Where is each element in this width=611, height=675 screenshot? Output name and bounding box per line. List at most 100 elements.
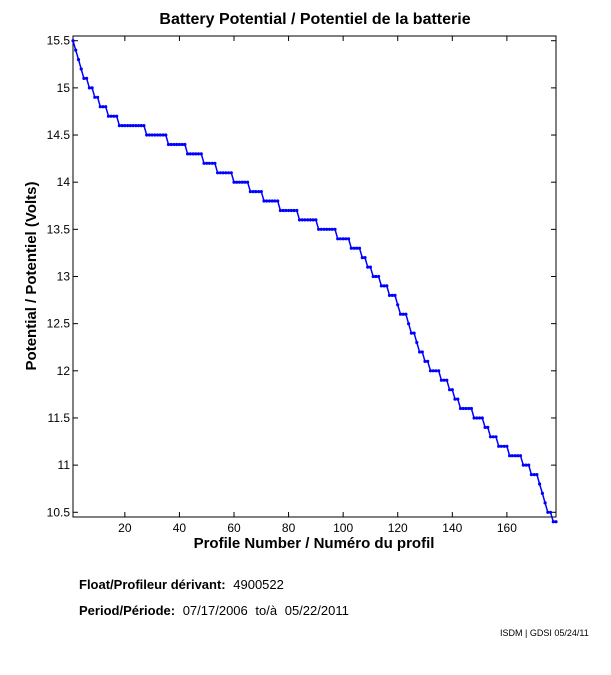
data-point <box>248 190 252 194</box>
data-point <box>202 161 206 165</box>
data-point <box>112 114 116 118</box>
data-point <box>98 105 102 109</box>
data-point <box>71 39 75 43</box>
y-tick-label: 14 <box>57 175 71 189</box>
data-point <box>166 142 171 147</box>
data-point <box>139 124 143 128</box>
data-point <box>554 520 558 524</box>
data-point <box>480 416 484 420</box>
data-point <box>224 171 228 175</box>
float-value: 4900522 <box>233 577 284 592</box>
data-point <box>548 510 553 514</box>
x-tick-label: 80 <box>282 521 296 535</box>
data-point <box>229 171 233 175</box>
data-point <box>147 133 151 137</box>
data-point <box>518 454 523 458</box>
data-point <box>278 208 282 213</box>
data-point <box>355 246 359 250</box>
data-point <box>330 227 334 231</box>
data-point <box>281 208 285 213</box>
y-tick-label: 11 <box>58 458 71 472</box>
data-point <box>156 133 160 137</box>
data-point <box>538 482 542 486</box>
data-point <box>467 406 471 411</box>
data-point <box>96 95 100 99</box>
y-tick-label: 10.5 <box>47 505 71 519</box>
data-point <box>327 227 332 231</box>
period-start: 07/17/2006 <box>182 603 248 618</box>
data-point <box>341 237 345 241</box>
data-point <box>273 199 277 203</box>
float-info: Float/Profileur dérivant: 4900522 <box>79 577 284 592</box>
data-point <box>478 416 482 420</box>
data-point <box>237 180 242 184</box>
data-point <box>508 454 512 458</box>
data-point <box>79 67 83 71</box>
data-point <box>194 152 198 156</box>
x-tick-label: 160 <box>497 521 517 535</box>
period-end: 05/22/2011 <box>284 603 349 618</box>
data-point <box>404 312 408 316</box>
data-point <box>524 463 528 467</box>
data-point <box>259 190 263 194</box>
float-label: Float/Profileur dérivant: <box>79 577 226 592</box>
data-point <box>363 256 367 260</box>
data-point <box>306 218 310 222</box>
data-point <box>205 161 209 165</box>
series-layer <box>71 39 558 524</box>
data-point <box>270 199 274 203</box>
data-point <box>172 142 176 147</box>
data-point <box>420 350 424 354</box>
data-point <box>521 463 525 467</box>
period-separator: to/à <box>255 603 278 618</box>
data-point <box>428 369 433 373</box>
data-point <box>385 284 389 288</box>
data-point <box>74 48 78 52</box>
data-point <box>336 237 340 241</box>
x-axis: 20 40 60 80 100 120 140 160 <box>118 36 517 535</box>
data-point <box>486 425 490 429</box>
data-point <box>180 142 184 147</box>
data-point <box>232 180 236 184</box>
data-point <box>488 435 493 439</box>
data-point <box>497 444 501 448</box>
data-point <box>101 105 105 109</box>
data-point <box>396 303 400 307</box>
data-point <box>297 218 302 222</box>
data-point <box>469 406 473 411</box>
data-point <box>423 359 427 363</box>
data-point <box>265 199 269 203</box>
y-axis-label: Potential / Potentiel (Volts) <box>23 182 40 371</box>
y-tick-label: 14.5 <box>47 128 71 142</box>
data-point <box>439 378 443 382</box>
data-point <box>131 124 135 128</box>
data-point <box>453 397 457 401</box>
data-point <box>126 124 130 128</box>
data-point <box>357 246 362 250</box>
data-point <box>128 124 132 128</box>
data-point <box>387 293 392 297</box>
data-point <box>393 293 397 297</box>
data-point <box>226 171 231 175</box>
data-point <box>322 227 326 231</box>
data-point <box>431 369 435 373</box>
data-point <box>418 350 422 354</box>
data-point <box>191 152 195 156</box>
data-point <box>161 133 165 137</box>
y-axis: 10.5 11 11.5 12 12.5 13 13.5 14 14.5 15 15.5 <box>47 34 556 519</box>
data-point <box>317 227 321 231</box>
data-point <box>314 218 318 222</box>
data-point <box>246 180 250 184</box>
data-point <box>123 124 127 128</box>
data-point <box>153 133 157 137</box>
y-tick-label: 15.5 <box>47 34 71 48</box>
data-point <box>295 208 299 213</box>
data-point <box>412 331 416 335</box>
data-point <box>115 114 119 118</box>
data-point <box>442 378 446 382</box>
data-point <box>207 161 211 165</box>
data-point <box>257 190 261 194</box>
data-point <box>186 152 190 156</box>
data-point <box>543 501 547 505</box>
data-point <box>216 171 220 175</box>
